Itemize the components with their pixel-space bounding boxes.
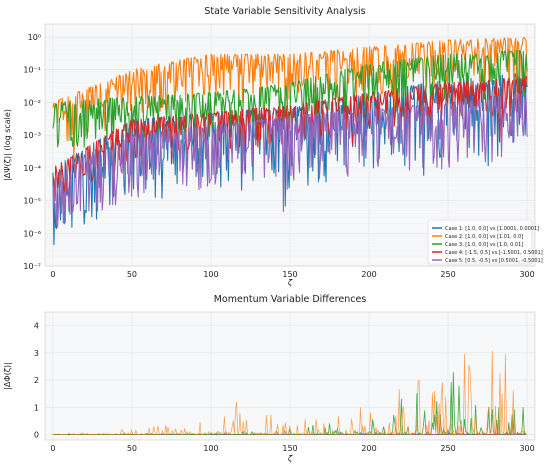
chart1-x-tick-label: 100 [203,270,218,279]
chart1-x-tick-label: 0 [50,270,55,279]
chart1-y-tick-label: 10⁻³ [23,131,41,140]
chart2-x-label: ζ [287,454,293,463]
chart2-y-ticks: 0 1 2 3 4 [34,322,39,440]
chart2-x-tick-label: 100 [203,444,218,453]
chart1-x-ticks: 0 50 100 150 200 250 300 [50,270,534,279]
chart2-x-tick-label: 50 [127,444,137,453]
legend-label-2: Case 2: [1.0, 0.0] vs [1.01, 0.0] [445,234,523,240]
chart1-y-tick-label: 10⁻⁵ [23,197,41,206]
chart2-y-tick-label: 3 [34,349,39,358]
chart1-series-line-4 [52,77,528,202]
chart1-x-tick-label: 200 [361,270,376,279]
chart1-y-tick-label: 10⁻² [23,98,41,107]
chart1-x-tick-label: 50 [127,270,137,279]
chart2-y-tick-label: 4 [34,322,39,331]
chart2-x-tick-label: 0 [50,444,55,453]
chart1-series-line-2 [52,36,528,160]
chart1-legend: Case 1: [1.0, 0.0] vs [1.0001, 0.0001] Ca… [427,219,543,265]
chart1-x-tick-label: 150 [282,270,297,279]
chart2-y-tick-label: 2 [34,376,39,385]
chart2-series-group [52,350,527,437]
chart1-title: State Variable Sensitivity Analysis [204,6,365,17]
chart1-y-tick-label: 10⁰ [28,33,41,42]
chart1-y-tick-label: 10⁻⁶ [23,229,41,238]
chart1-x-label: ζ [287,278,293,287]
chart1-x-tick-label: 250 [440,270,455,279]
chart2-frame [44,311,536,441]
chart1-series-line-5 [52,93,528,228]
chart2-x-tick-label: 250 [440,444,455,453]
chart1-y-ticks: 10⁻⁷ 10⁻⁶ 10⁻⁵ 10⁻⁴ 10⁻³ 10⁻² 10⁻¹ 10⁰ [23,33,41,271]
chart2-y-label: |ΔΦ(ζ)| [3,362,12,390]
chart2-y-tick-label: 1 [34,403,39,412]
chart2-y-tick-label: 0 [34,431,39,440]
legend-label-5: Case 5: [0.5, -0.5] vs [0.5001, -0.5001] [445,258,543,264]
chart1-series-group [52,36,528,246]
chart1-x-tick-label: 300 [519,270,534,279]
chart2-x-tick-label: 300 [519,444,534,453]
legend-box [427,219,533,265]
chart1-y-tick-label: 10⁻⁴ [23,164,41,173]
chart2-title: Momentum Variable Differences [214,294,367,305]
chart2-x-tick-label: 200 [361,444,376,453]
chart2-x-ticks: 0 50 100 150 200 250 300 [50,444,534,453]
legend-label-4: Case 4: [-1.5, 0.5] vs [-1.5001, 0.5001] [445,250,543,256]
chart1-y-tick-label: 10⁻⁷ [23,262,41,271]
legend-label-3: Case 3: [1.0, 0.0] vs [1.0, 0.01] [445,242,523,248]
chart1-y-tick-label: 10⁻¹ [23,66,41,75]
chart2-x-tick-label: 150 [282,444,297,453]
chart1-frame [44,23,536,267]
chart1-y-label: |ΔΨ(ζ)| (log scale) [3,109,12,181]
legend-label-1: Case 1: [1.0, 0.0] vs [1.0001, 0.0001] [445,226,539,232]
chart2-series-line-2 [52,350,527,436]
